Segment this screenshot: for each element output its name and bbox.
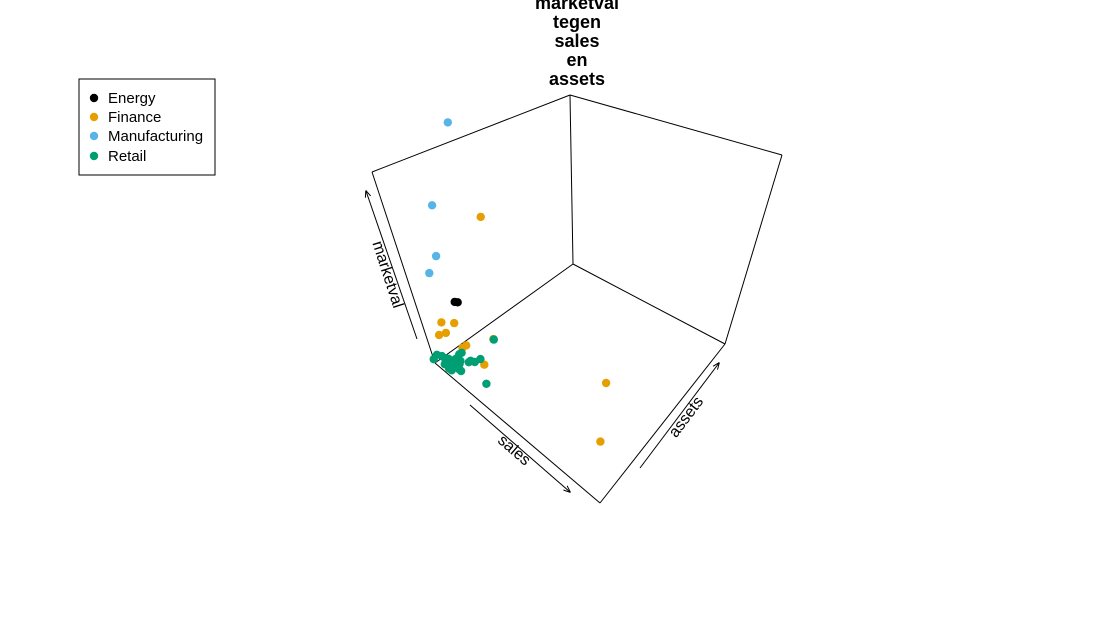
legend-entry-manufacturing: Manufacturing xyxy=(89,128,203,145)
legend-label: Energy xyxy=(108,90,156,107)
legend: Energy Finance Manufacturing Retail xyxy=(78,78,216,176)
x-axis-arrow xyxy=(469,404,570,492)
data-point-finance xyxy=(437,318,446,327)
z-axis-label: marketval xyxy=(368,239,406,310)
data-point-retail xyxy=(482,379,491,388)
title-line-3: sales xyxy=(554,31,599,51)
data-point-finance xyxy=(434,330,444,340)
data-point-retail xyxy=(455,357,464,367)
data-point-finance xyxy=(441,328,451,338)
data-point-retail xyxy=(454,364,464,374)
legend-label: Manufacturing xyxy=(108,128,203,145)
axis-arrows xyxy=(366,191,719,492)
data-point-manufacturing xyxy=(425,268,434,278)
legend-marker xyxy=(89,93,99,103)
title-line-5: assets xyxy=(549,69,605,89)
y-axis-arrow xyxy=(639,363,719,469)
box-edge xyxy=(371,94,571,173)
box-edge xyxy=(572,263,726,345)
legend-label: Finance xyxy=(108,109,161,126)
legend-entry-finance: Finance xyxy=(89,109,161,126)
data-point-manufacturing xyxy=(427,201,437,210)
title-line-1: marketval xyxy=(535,0,619,13)
box-edge xyxy=(569,94,574,265)
data-point-finance xyxy=(450,318,459,328)
legend-marker xyxy=(89,131,99,141)
box-edge xyxy=(724,154,783,345)
data-point-retail xyxy=(429,355,438,364)
data-point-manufacturing xyxy=(431,251,441,261)
data-point-finance xyxy=(596,437,605,446)
box-edge xyxy=(569,94,783,156)
data-points xyxy=(425,118,611,446)
legend-entry-energy: Energy xyxy=(89,90,156,107)
data-point-energy xyxy=(453,298,462,307)
x-axis-label: sales xyxy=(494,432,533,469)
legend-label: Retail xyxy=(108,148,146,165)
data-point-retail xyxy=(489,335,498,344)
legend-entry-retail: Retail xyxy=(89,148,146,165)
plot-box xyxy=(371,94,783,504)
data-point-retail xyxy=(457,348,466,357)
box-edge xyxy=(434,263,574,364)
box-edge xyxy=(599,343,726,504)
data-point-finance xyxy=(601,378,611,388)
data-point-retail xyxy=(466,356,475,365)
data-point-manufacturing xyxy=(443,118,452,127)
legend-marker xyxy=(89,112,99,122)
legend-marker xyxy=(89,151,99,161)
data-point-retail xyxy=(441,354,450,364)
y-axis-label: assets xyxy=(666,394,707,441)
box-edge xyxy=(434,362,601,504)
legend-box xyxy=(78,78,216,176)
title-line-2: tegen xyxy=(553,12,601,32)
data-point-finance xyxy=(476,212,485,222)
z-axis-arrow xyxy=(366,191,418,340)
data-point-finance xyxy=(462,341,471,350)
data-point-retail xyxy=(476,354,485,364)
chart-title: marketval tegen sales en assets xyxy=(535,0,619,89)
title-line-4: en xyxy=(566,50,587,70)
box-edge xyxy=(371,171,436,364)
